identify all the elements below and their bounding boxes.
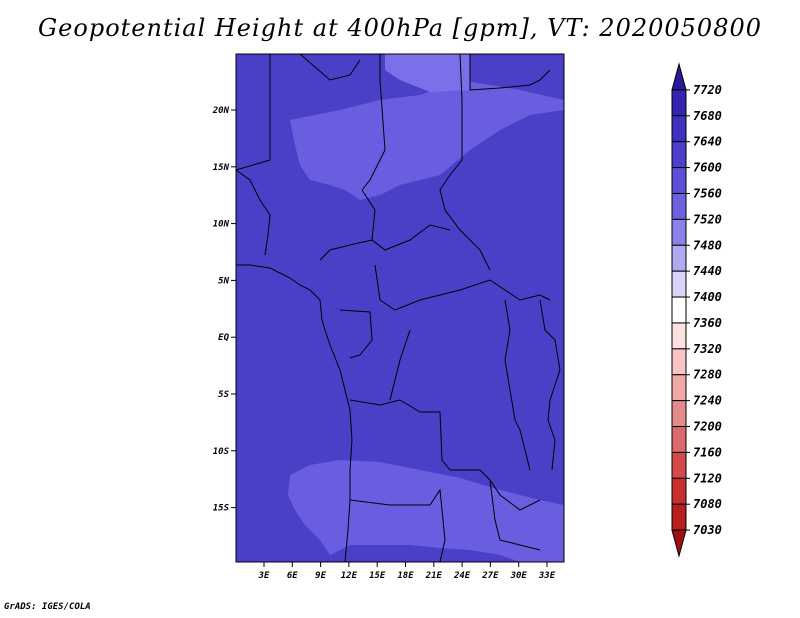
chart-title: Geopotential Height at 400hPa [gpm], VT:… <box>38 14 762 42</box>
lat-tick-label: 15N <box>213 163 230 173</box>
lon-tick-label: 9E <box>315 571 326 581</box>
lon-tick-label: 30E <box>510 571 528 581</box>
colorbar-label: 7600 <box>693 161 722 175</box>
colorbar-label: 7080 <box>693 497 722 511</box>
colorbar-label: 7240 <box>693 394 722 408</box>
colorbar-swatch <box>671 322 687 350</box>
lon-tick-label: 3E <box>258 571 270 581</box>
contour-region-north <box>290 80 564 200</box>
colorbar-swatch <box>671 141 687 169</box>
lon-tick-label: 12E <box>341 571 358 581</box>
colorbar-swatch <box>671 218 687 246</box>
colorbar-label: 7400 <box>693 290 722 304</box>
lon-tick-label: 6E <box>287 571 298 581</box>
contour-region-northeast <box>385 54 470 92</box>
lon-tick-label: 15E <box>369 571 386 581</box>
colorbar-swatch <box>671 89 687 117</box>
colorbar-label: 7480 <box>693 238 722 252</box>
colorbar-swatch <box>671 477 687 505</box>
colorbar-swatch <box>671 400 687 428</box>
lon-tick-label: 27E <box>481 571 499 581</box>
colorbar-swatch <box>671 244 687 272</box>
colorbar-swatch <box>671 167 687 194</box>
colorbar-swatch <box>671 115 687 143</box>
colorbar-swatch <box>671 374 687 402</box>
lat-tick-label: 15S <box>213 504 230 514</box>
colorbar-label: 7160 <box>693 445 722 459</box>
colorbar-label: 7030 <box>693 523 722 537</box>
colorbar-label: 7640 <box>693 135 722 149</box>
colorbar-swatch <box>671 529 687 558</box>
colorbar-swatch <box>671 270 687 298</box>
lon-tick-label: 33E <box>538 571 556 581</box>
contour-region-south <box>288 460 564 562</box>
lat-tick-label: EQ <box>218 333 229 343</box>
colorbar-label: 7360 <box>693 316 722 330</box>
colorbar-label: 7320 <box>693 342 722 356</box>
colorbar-label: 7440 <box>693 264 722 278</box>
colorbar-swatch <box>671 503 687 531</box>
colorbar-label: 7680 <box>693 109 722 123</box>
lon-tick-label: 18E <box>397 571 414 581</box>
colorbar-label: 7720 <box>693 83 722 97</box>
colorbar-swatch <box>671 426 687 453</box>
colorbar-swatch <box>671 296 687 324</box>
colorbar-label: 7560 <box>693 186 722 200</box>
lat-tick-label: 5S <box>218 390 229 400</box>
colorbar: 7720 7680 7640 7600 7560 7520 7480 7440 7400 7360… <box>671 62 722 558</box>
lon-tick-label: 21E <box>425 571 443 581</box>
lat-tick-label: 10S <box>213 447 230 457</box>
colorbar-swatch <box>671 62 687 91</box>
colorbar-label: 7200 <box>693 420 722 434</box>
colorbar-label: 7280 <box>693 368 722 382</box>
lon-tick-label: 24E <box>453 571 471 581</box>
map-frame <box>235 53 565 563</box>
lat-tick-label: 10N <box>213 220 230 230</box>
footer-credit: GrADS: IGES/COLA <box>4 602 91 612</box>
colorbar-label: 7120 <box>693 471 722 485</box>
coastlines <box>235 53 561 563</box>
colorbar-swatch <box>671 192 687 220</box>
colorbar-swatch <box>671 348 687 376</box>
lat-tick-label: 5N <box>218 276 229 286</box>
lat-tick-label: 20N <box>212 106 230 116</box>
colorbar-swatch <box>671 451 687 479</box>
axis-ticks: 3E 6E 9E 12E 15E 18E 21E 24E 27E 30E 33E 20N 15N 10N 5… <box>212 106 556 581</box>
map-panel <box>235 53 565 563</box>
colorbar-label: 7520 <box>693 212 722 226</box>
